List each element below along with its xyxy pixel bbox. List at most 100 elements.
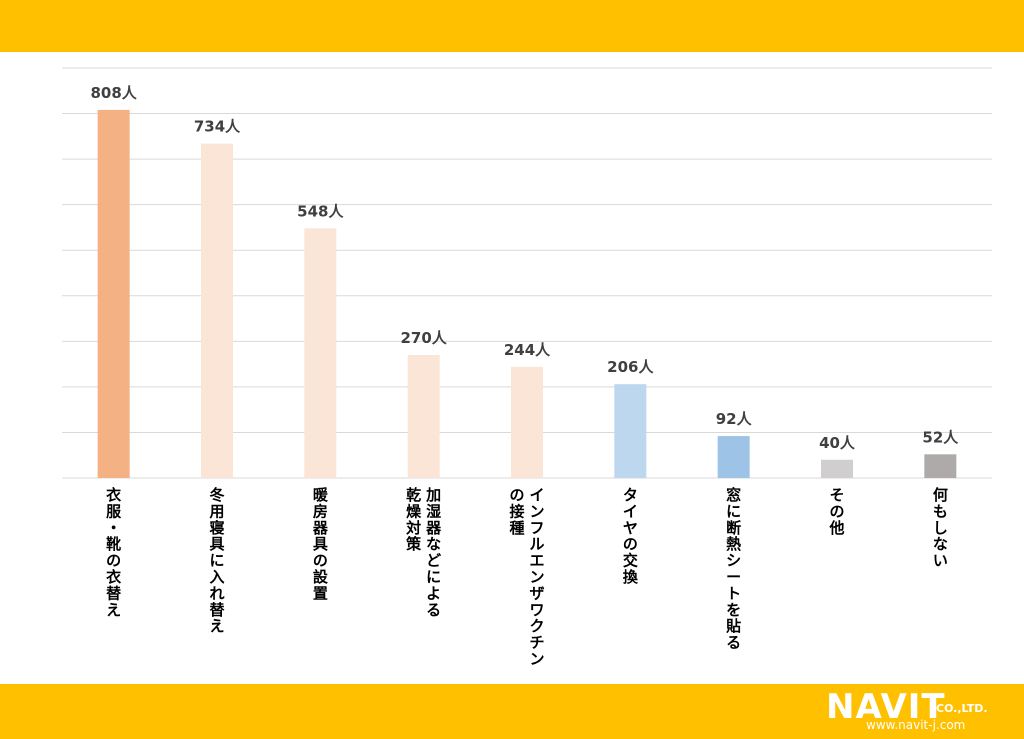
category-label-char: ヤ — [623, 519, 638, 537]
category-label-char: し — [933, 519, 948, 537]
data-label: 92人 — [716, 410, 753, 428]
category-label-char: 他 — [828, 519, 844, 537]
category-label-char: 加 — [425, 486, 441, 504]
category-label-char: 何 — [933, 486, 948, 504]
category-label-char: 衣 — [106, 568, 121, 586]
category-label-char: 交 — [623, 552, 638, 570]
category-label-char: に — [726, 502, 741, 520]
category-label-char: の — [509, 486, 524, 504]
data-label: 244人 — [504, 341, 551, 359]
logo-url: www.navit-j.com — [866, 718, 966, 732]
category-label-char: ン — [529, 650, 544, 668]
category-label-char: 器 — [425, 519, 442, 537]
category-label-char: に — [426, 568, 441, 586]
category-label-char: 置 — [313, 584, 328, 602]
data-label: 206人 — [607, 358, 654, 376]
category-label-char: 策 — [405, 535, 422, 553]
bar — [407, 355, 440, 478]
category-label-char: ザ — [529, 584, 544, 602]
category-label-char: 入 — [209, 568, 224, 586]
bar — [717, 436, 750, 478]
category-label-char: 寝 — [209, 519, 224, 537]
category-label-char: る — [726, 634, 741, 652]
category-label-char: え — [209, 617, 224, 635]
category-label-char: 靴 — [106, 535, 121, 553]
category-label-char: い — [933, 552, 948, 570]
category-label-char: 替 — [106, 584, 122, 602]
bar — [924, 454, 957, 478]
category-label-char: 房 — [313, 502, 328, 520]
bottom-banner — [0, 684, 1024, 739]
category-label-char: を — [726, 601, 741, 619]
category-label-char: ど — [426, 552, 441, 570]
category-label-char: ク — [529, 617, 544, 635]
category-label-char: ワ — [529, 601, 544, 619]
category-label-char: イ — [529, 486, 544, 504]
category-label-char: ン — [529, 568, 544, 586]
category-label-char: の — [623, 535, 638, 553]
category-label-char: 衣 — [106, 486, 121, 504]
category-label-char: も — [933, 502, 948, 520]
category-label-char: 乾 — [406, 486, 421, 504]
data-label: 808人 — [91, 84, 138, 102]
category-label-char: そ — [829, 486, 844, 504]
category-labels: 衣服・靴の衣替え冬用寝具に入れ替え暖房器具の設置加湿器などによる乾燥対策インフル… — [106, 486, 948, 668]
bar — [614, 384, 647, 478]
category-label-char: フ — [529, 519, 544, 537]
company-logo: NAVIT CO.,LTD. www.navit-j.com — [826, 688, 1016, 734]
bars — [97, 109, 957, 479]
data-label: 734人 — [194, 118, 241, 136]
category-label-char: 服 — [106, 502, 122, 520]
category-label-char: ・ — [106, 519, 121, 537]
category-label-char: 用 — [209, 502, 224, 520]
data-label: 40人 — [819, 434, 856, 452]
category-label-char: 燥 — [406, 502, 422, 520]
category-label-char: え — [106, 601, 121, 619]
category-label-char: イ — [623, 502, 638, 520]
category-label-char: よ — [426, 584, 441, 602]
category-label-char: 対 — [405, 519, 421, 537]
category-label-char: 接 — [509, 502, 524, 520]
category-label-char: 窓 — [726, 486, 741, 504]
category-label-char: 設 — [313, 568, 329, 586]
category-label-char: 熱 — [726, 535, 741, 553]
category-label-char: タ — [623, 486, 638, 504]
category-label-char: 具 — [313, 535, 328, 553]
value-labels: 808人 734人 548人 270人 244人 206人 92人 40人 52人 — [91, 84, 960, 452]
category-label-char: れ — [209, 584, 224, 602]
logo-text: NAVIT — [826, 687, 946, 727]
category-label: その他 — [828, 486, 844, 537]
category-label-char: 暖 — [313, 486, 329, 504]
category-label-char: 湿 — [426, 502, 441, 520]
category-label-char: な — [426, 535, 441, 553]
category-label-char: 断 — [726, 519, 741, 537]
category-label-char: 種 — [509, 519, 524, 537]
category-label-char: 具 — [209, 535, 224, 553]
category-label-char: の — [106, 552, 121, 570]
category-label-char: シ — [726, 552, 741, 570]
data-label: 270人 — [401, 329, 448, 347]
category-label-char: 換 — [623, 568, 639, 586]
category-label-char: の — [829, 502, 844, 520]
category-label-char: 器 — [312, 519, 329, 537]
category-label-char: ー — [726, 568, 741, 586]
bar — [304, 228, 337, 478]
bar — [821, 459, 853, 478]
category-label-char: ン — [529, 502, 544, 520]
category-label-char: エ — [529, 552, 544, 570]
logo-suffix: CO.,LTD. — [936, 702, 988, 715]
category-label-char: ル — [529, 535, 544, 553]
category-label-char: 冬 — [209, 486, 224, 504]
category-label-char: の — [313, 552, 328, 570]
bar — [511, 366, 543, 478]
category-label-char: 替 — [209, 601, 225, 619]
category-label-char: 貼 — [726, 617, 741, 635]
